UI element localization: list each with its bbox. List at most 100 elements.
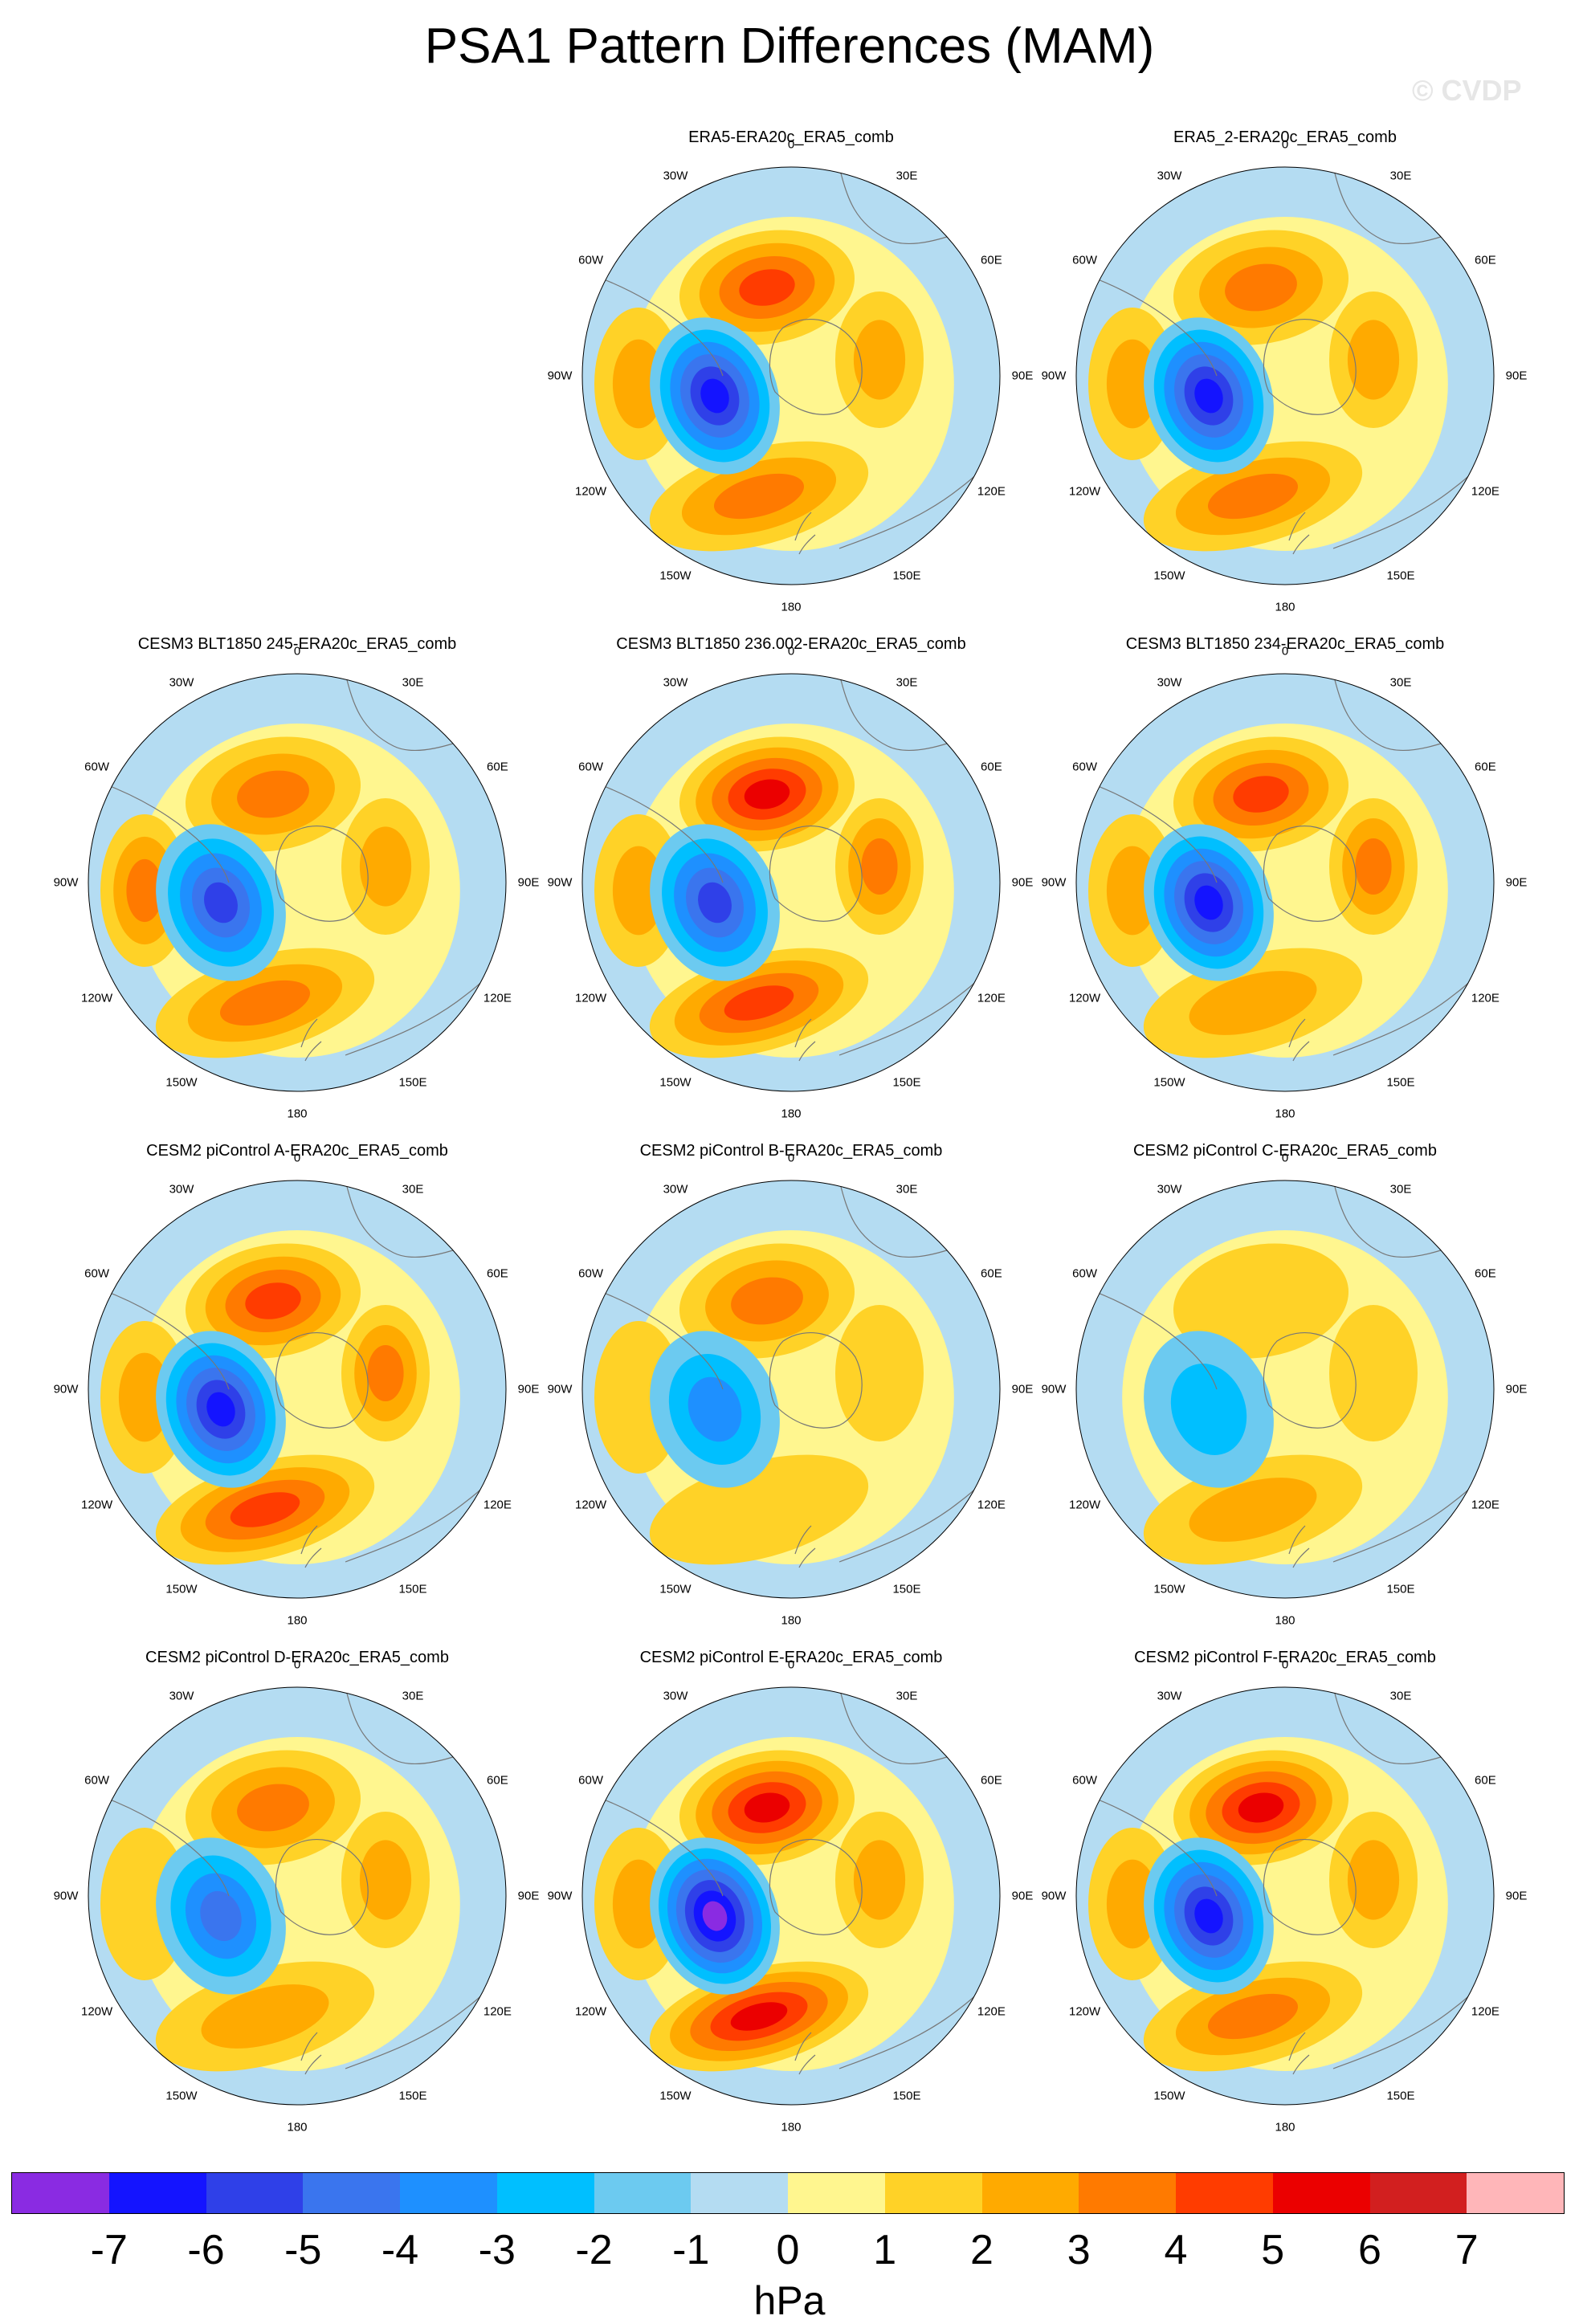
south-america-coastline xyxy=(1076,271,1218,377)
colorbar-tick-label: -6 xyxy=(187,2227,225,2273)
africa-coastline xyxy=(1332,1180,1446,1258)
longitude-label: 30W xyxy=(1157,1182,1182,1197)
panel-title: CESM3 BLT1850 236.002-ERA20c_ERA5_comb xyxy=(616,635,966,653)
longitude-label: 120E xyxy=(977,991,1006,1005)
new-zealand-coastline xyxy=(1288,2032,1310,2075)
longitude-label: 180 xyxy=(1275,1107,1295,1121)
longitude-label: 0 xyxy=(787,1151,795,1165)
new-zealand-coastline xyxy=(300,1525,322,1568)
north-high-level-5 xyxy=(744,779,790,809)
africa-coastline xyxy=(838,167,953,245)
east-high-level-2 xyxy=(359,1840,412,1920)
map-boundary xyxy=(1075,1686,1495,2106)
contour-field xyxy=(88,674,506,1091)
longitude-label: 30E xyxy=(1389,1689,1412,1703)
polar-map-p11 xyxy=(1075,1686,1495,2106)
contour-field xyxy=(1076,674,1494,1091)
antarctica-coastline xyxy=(769,1332,863,1429)
longitude-label: 120E xyxy=(977,1498,1006,1512)
panel-title: CESM2 piControl C-ERA20c_ERA5_comb xyxy=(1133,1142,1437,1160)
longitude-label: 150W xyxy=(165,1582,198,1596)
longitude-label: 60E xyxy=(981,253,1002,267)
antarctica-coastline xyxy=(275,1839,369,1935)
antarctica-coastline xyxy=(275,1332,369,1429)
contour-field xyxy=(1076,1687,1494,2105)
south-high-level-2 xyxy=(201,1984,329,2049)
colorbar-tick-label: -2 xyxy=(575,2227,613,2273)
longitude-label: 0 xyxy=(1281,1657,1289,1672)
longitude-label: 120W xyxy=(574,1498,607,1512)
longitude-label: 120E xyxy=(1471,484,1499,499)
copyright-watermark: © CVDP xyxy=(1412,74,1522,107)
new-zealand-coastline xyxy=(794,2032,816,2075)
longitude-label: 150W xyxy=(659,1582,692,1596)
longitude-label: 120W xyxy=(574,484,607,499)
longitude-label: 30W xyxy=(663,1182,688,1197)
colorbar-swatch xyxy=(1272,2173,1370,2213)
north-high-level-4 xyxy=(1233,776,1289,813)
longitude-label: 30E xyxy=(896,675,918,690)
north-high-level-3 xyxy=(237,770,309,818)
longitude-label: 120E xyxy=(483,1498,512,1512)
longitude-label: 90E xyxy=(517,1382,540,1396)
new-zealand-coastline xyxy=(300,2032,322,2075)
longitude-label: 60W xyxy=(84,760,109,774)
east-high-level-2 xyxy=(853,320,906,400)
east-high-level-2 xyxy=(1347,1840,1400,1920)
colorbar-tick-label: 4 xyxy=(1164,2227,1188,2273)
longitude-label: 30E xyxy=(896,1182,918,1197)
north-high-level-5 xyxy=(744,1792,790,1823)
west-high-level-3 xyxy=(126,858,163,923)
longitude-label: 90W xyxy=(1041,369,1067,383)
longitude-label: 180 xyxy=(287,1613,308,1628)
longitude-label: 90E xyxy=(1011,369,1034,383)
longitude-label: 120W xyxy=(80,2004,113,2019)
contour-field xyxy=(88,1687,506,2105)
west-high-level-2 xyxy=(612,846,665,936)
west-high-level-2 xyxy=(612,1859,665,1949)
colorbar-swatch xyxy=(884,2173,982,2213)
longitude-label: 30W xyxy=(663,1689,688,1703)
longitude-label: 90W xyxy=(547,875,573,890)
south-high-level-2 xyxy=(1189,971,1317,1035)
colorbar-tick-label: -3 xyxy=(478,2227,516,2273)
pacific-low-level--6 xyxy=(1194,1898,1223,1934)
africa-coastline xyxy=(1332,167,1446,245)
longitude-label: 150E xyxy=(398,1075,427,1090)
colorbar-swatch xyxy=(1079,2173,1176,2213)
polar-map-p02 xyxy=(1075,166,1495,585)
longitude-label: 150E xyxy=(398,1582,427,1596)
longitude-label: 120E xyxy=(977,484,1006,499)
south-high-level-4 xyxy=(230,1492,300,1527)
longitude-label: 90E xyxy=(1011,1382,1034,1396)
longitude-label: 0 xyxy=(787,644,795,658)
north-high-level-3 xyxy=(731,1277,803,1325)
polar-map-p01 xyxy=(581,166,1001,585)
longitude-label: 90W xyxy=(547,369,573,383)
pacific-low-level--6 xyxy=(1194,378,1223,414)
west-high-level-2 xyxy=(118,1352,171,1442)
map-boundary xyxy=(88,673,507,1092)
pacific-low-level--6 xyxy=(206,1392,235,1427)
colorbar-tick-label: 0 xyxy=(776,2227,800,2273)
contour-field xyxy=(582,1180,1000,1598)
polar-map-p07 xyxy=(581,1180,1001,1599)
colorbar xyxy=(12,2173,1564,2213)
north-high-level-5 xyxy=(1238,1792,1284,1823)
south-high-level-3 xyxy=(219,980,311,1026)
longitude-label: 180 xyxy=(1275,1613,1295,1628)
colorbar-tick-label: 1 xyxy=(873,2227,897,2273)
colorbar-tick-label: 7 xyxy=(1455,2227,1479,2273)
contour-field xyxy=(1076,167,1494,585)
colorbar-swatch xyxy=(691,2173,788,2213)
colorbar-swatch xyxy=(788,2173,885,2213)
longitude-label: 60W xyxy=(578,1773,603,1788)
longitude-label: 60W xyxy=(84,1773,109,1788)
africa-coastline xyxy=(1332,674,1446,752)
longitude-label: 150W xyxy=(659,569,692,583)
polar-map-p06 xyxy=(88,1180,507,1599)
colorbar-swatch xyxy=(981,2173,1079,2213)
colorbar-tick-label: 3 xyxy=(1067,2227,1091,2273)
antarctica-coastline xyxy=(1263,826,1357,922)
polar-map-p08 xyxy=(1075,1180,1495,1599)
